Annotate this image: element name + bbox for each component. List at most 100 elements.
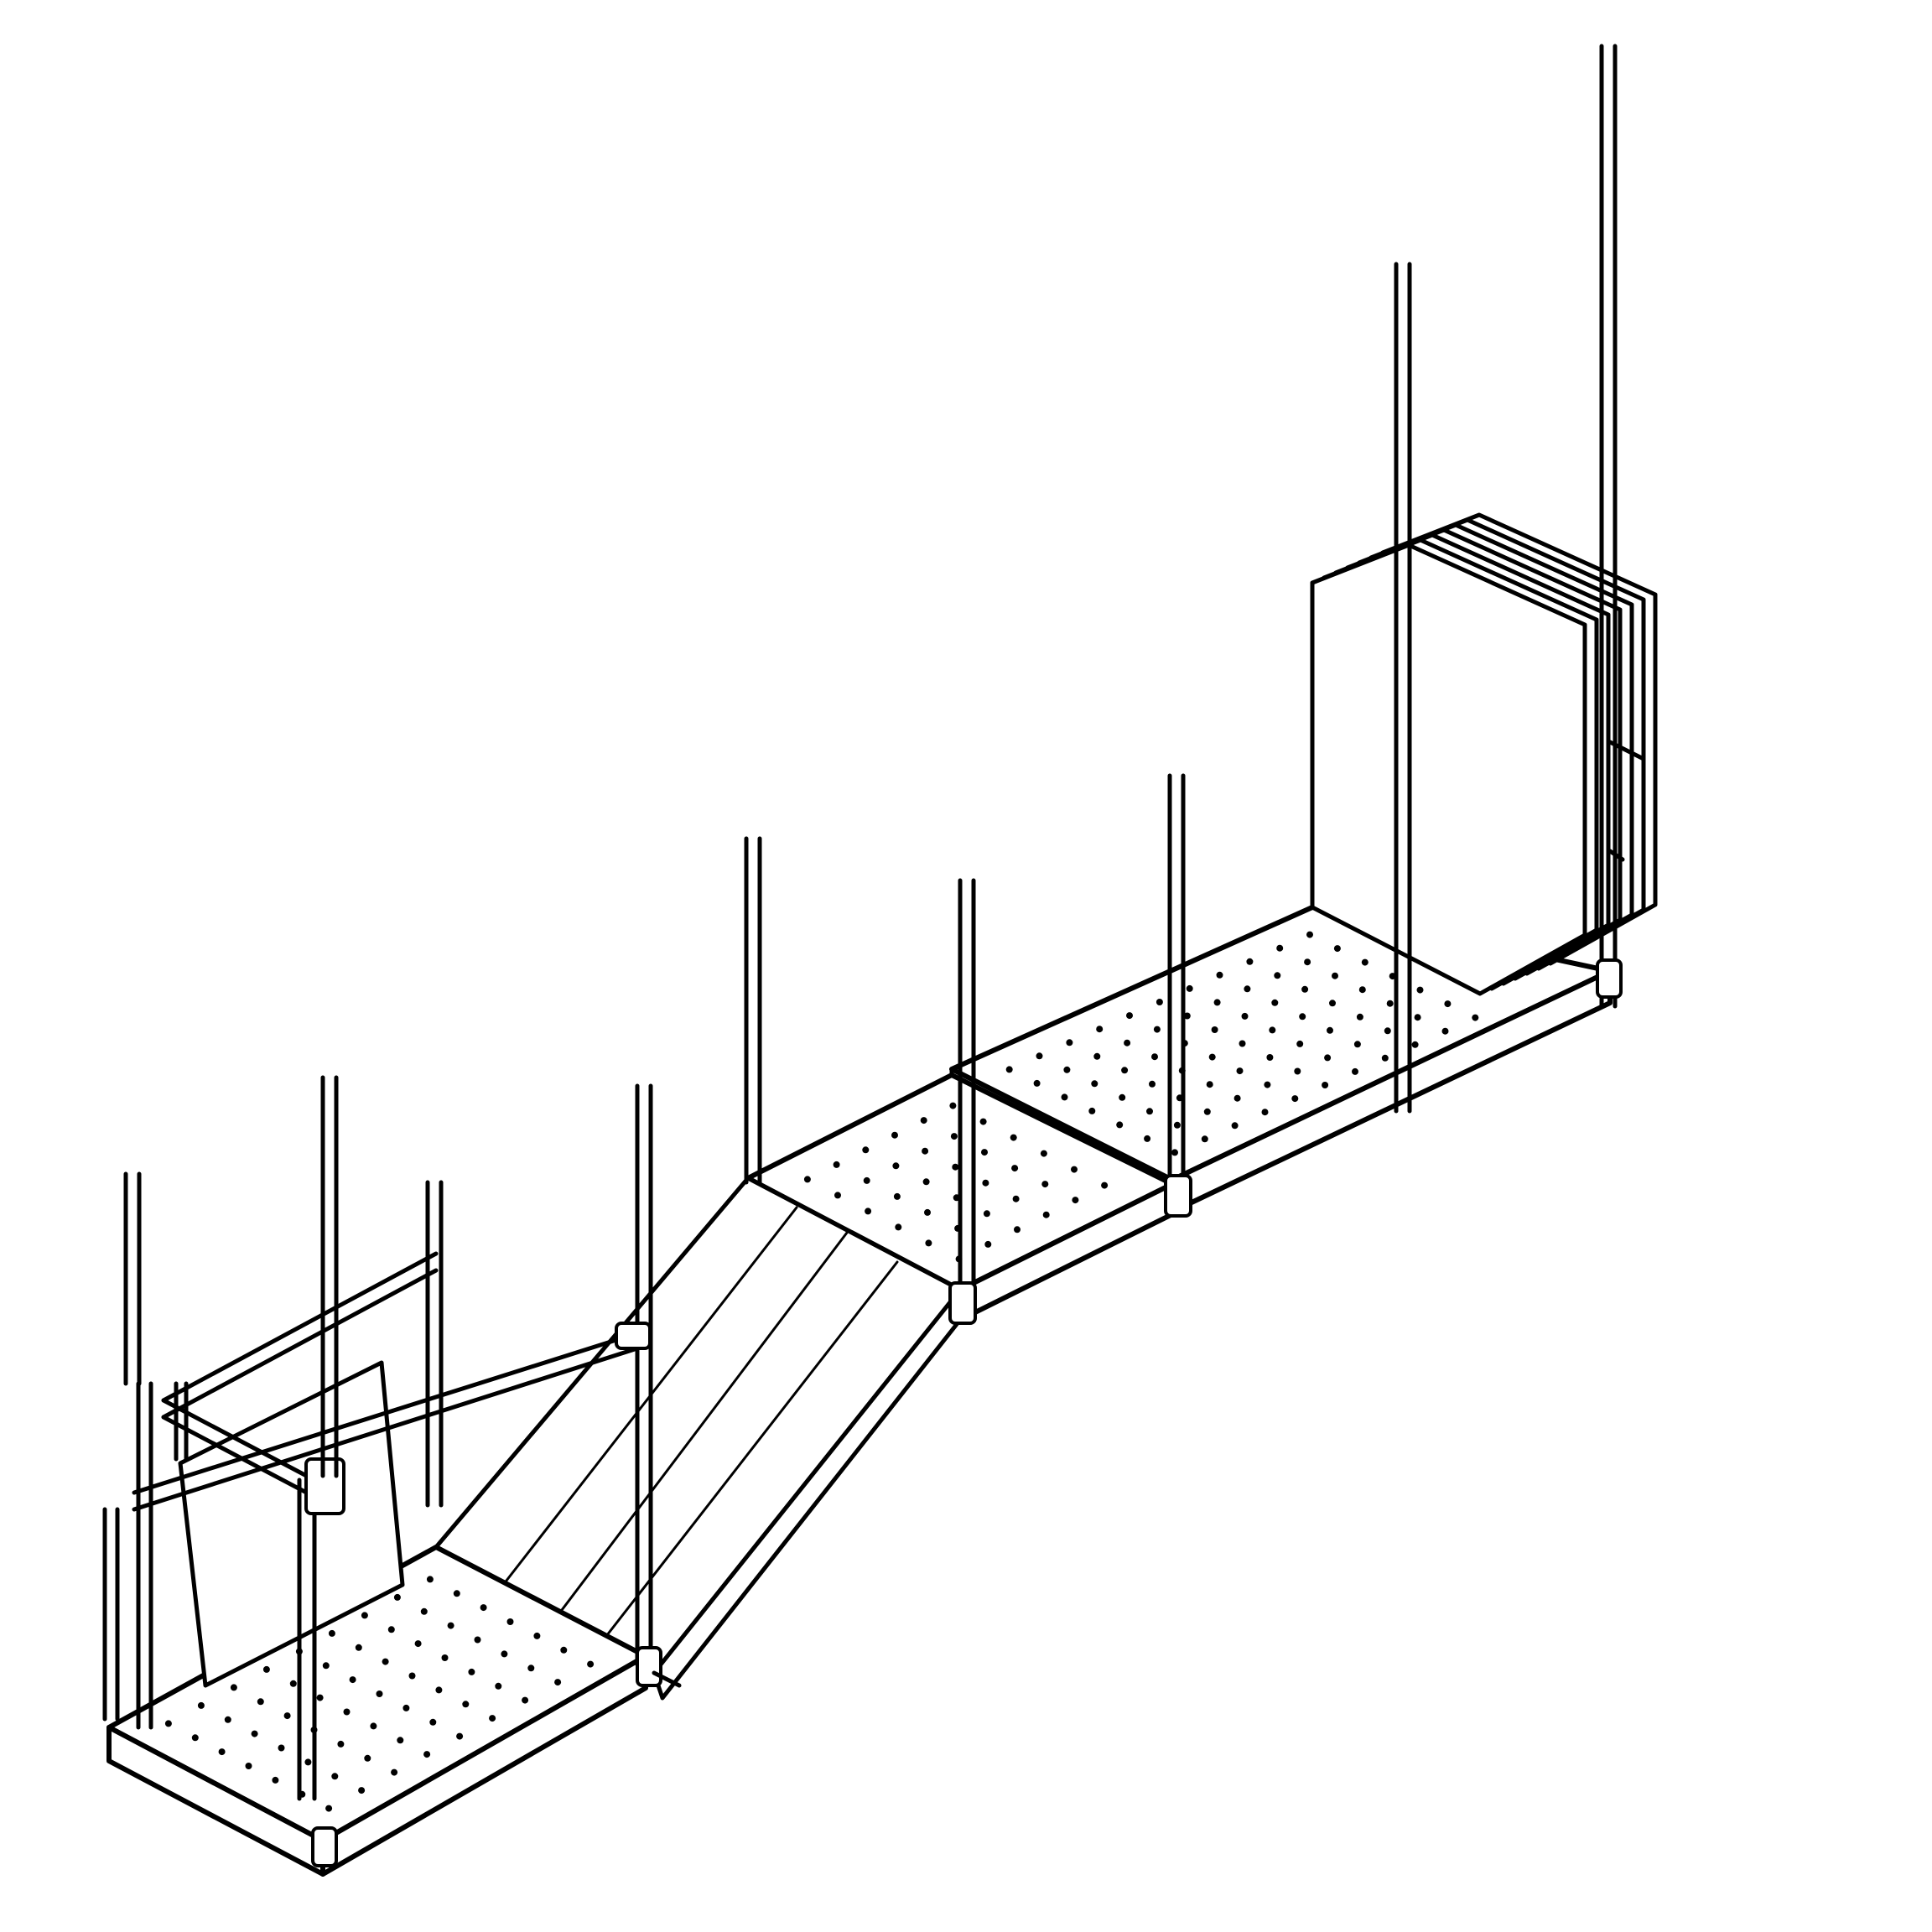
perforation-hole: [1356, 1013, 1363, 1021]
perforation-hole: [1444, 1000, 1452, 1008]
perforation-hole: [560, 1646, 568, 1654]
perforation-hole: [1126, 1012, 1133, 1020]
couplers: [311, 740, 1646, 1867]
perforation-hole: [349, 1676, 356, 1684]
perforation-hole: [892, 1162, 900, 1170]
guard-frame: [102, 1251, 640, 1801]
perforation-hole: [1171, 1149, 1178, 1156]
perforation-hole: [1206, 1081, 1213, 1088]
perforation-hole: [1416, 986, 1424, 994]
perforation-hole: [1012, 1195, 1020, 1202]
perforation-hole: [251, 1730, 258, 1737]
perforation-hole: [1066, 1039, 1073, 1046]
middle-platform-holes: [803, 1102, 1109, 1263]
perforation-hole: [1146, 1108, 1153, 1115]
perforation-hole: [895, 1223, 902, 1231]
perforation-hole: [325, 1805, 333, 1812]
perforation-hole: [522, 1696, 529, 1704]
perforation-hole: [393, 1593, 401, 1601]
perforation-hole: [283, 1712, 291, 1720]
perforation-hole: [1041, 1181, 1049, 1188]
perforation-hole: [1010, 1134, 1017, 1141]
perforation-hole: [1203, 1108, 1211, 1115]
perforation-hole: [1216, 971, 1223, 979]
perforation-hole: [191, 1734, 199, 1742]
perforation-hole: [1231, 1122, 1239, 1130]
perforation-hole: [1266, 1054, 1274, 1061]
perforation-hole: [1036, 1052, 1043, 1060]
perforation-hole: [387, 1626, 395, 1633]
perforation-hole: [495, 1682, 502, 1690]
perforation-hole: [1042, 1211, 1050, 1218]
perforation-hole: [1329, 1000, 1336, 1007]
perforation-hole: [1071, 1166, 1078, 1173]
perforation-hole: [1271, 999, 1279, 1006]
perforation-hole: [1381, 1054, 1389, 1062]
perforation-hole: [1276, 944, 1284, 952]
left-platform-holes: [164, 1576, 595, 1812]
perforation-hole: [979, 1118, 987, 1125]
perforation-hole: [456, 1732, 464, 1740]
perforation-hole: [1093, 1052, 1101, 1060]
perforation-hole: [224, 1716, 231, 1723]
perforation-hole: [376, 1690, 383, 1697]
perforation-hole: [891, 1131, 898, 1139]
perforation-hole: [982, 1179, 989, 1187]
left-platform: [106, 1545, 648, 1877]
perforation-hole: [1294, 1067, 1301, 1075]
perforation-hole: [453, 1590, 460, 1597]
perforation-hole: [1211, 1026, 1218, 1033]
perforation-hole: [587, 1660, 595, 1668]
perforation-hole: [304, 1758, 312, 1766]
perforation-hole: [257, 1698, 264, 1706]
perforation-hole: [1208, 1053, 1216, 1061]
perforation-hole: [1358, 986, 1366, 994]
perforation-hole: [426, 1576, 434, 1583]
perforation-hole: [1414, 1014, 1421, 1021]
perforation-hole: [1033, 1079, 1041, 1087]
perforation-hole: [361, 1612, 368, 1619]
perforation-hole: [1322, 1082, 1329, 1088]
perforation-hole: [950, 1133, 958, 1140]
perforation-hole: [506, 1618, 514, 1625]
panel-stack: [1310, 512, 1658, 996]
perforation-hole: [1116, 1121, 1124, 1129]
perforation-hole: [402, 1704, 410, 1711]
perforation-hole: [230, 1684, 237, 1691]
perforation-hole: [1386, 1000, 1394, 1007]
perforation-hole: [462, 1701, 470, 1708]
perforation-hole: [1411, 1041, 1419, 1048]
perforation-hole: [343, 1708, 351, 1716]
perforation-hole: [1072, 1197, 1079, 1204]
perforation-hole: [1186, 984, 1193, 992]
perforation-hole: [1014, 1226, 1021, 1233]
perforation-hole: [1244, 985, 1251, 993]
perforation-hole: [164, 1720, 172, 1727]
perforation-hole: [218, 1748, 226, 1756]
perforation-hole: [952, 1163, 959, 1171]
perforation-hole: [397, 1737, 404, 1744]
perforation-hole: [1472, 1014, 1479, 1021]
perforation-hole: [1061, 1093, 1068, 1101]
perforation-hole: [408, 1672, 416, 1680]
perforation-hole: [1088, 1107, 1096, 1114]
perforation-hole: [1144, 1135, 1151, 1142]
perforation-hole: [1091, 1080, 1098, 1088]
upright-posts: [123, 44, 1618, 1667]
perforation-hole: [1101, 1182, 1109, 1189]
perforation-hole: [501, 1650, 508, 1658]
perforation-hole: [322, 1662, 330, 1670]
perforation-hole: [1233, 1094, 1241, 1102]
perforation-hole: [1124, 1039, 1131, 1046]
perforation-hole: [1261, 1109, 1269, 1116]
perforation-hole: [391, 1768, 398, 1776]
perforation-hole: [834, 1192, 841, 1199]
perforation-hole: [1269, 1026, 1276, 1034]
perforation-hole: [272, 1776, 279, 1784]
perforation-hole: [331, 1773, 339, 1780]
perforation-hole: [423, 1751, 431, 1758]
perforation-hole: [949, 1102, 957, 1109]
perforation-hole: [1333, 945, 1341, 953]
perforation-hole: [862, 1146, 870, 1154]
